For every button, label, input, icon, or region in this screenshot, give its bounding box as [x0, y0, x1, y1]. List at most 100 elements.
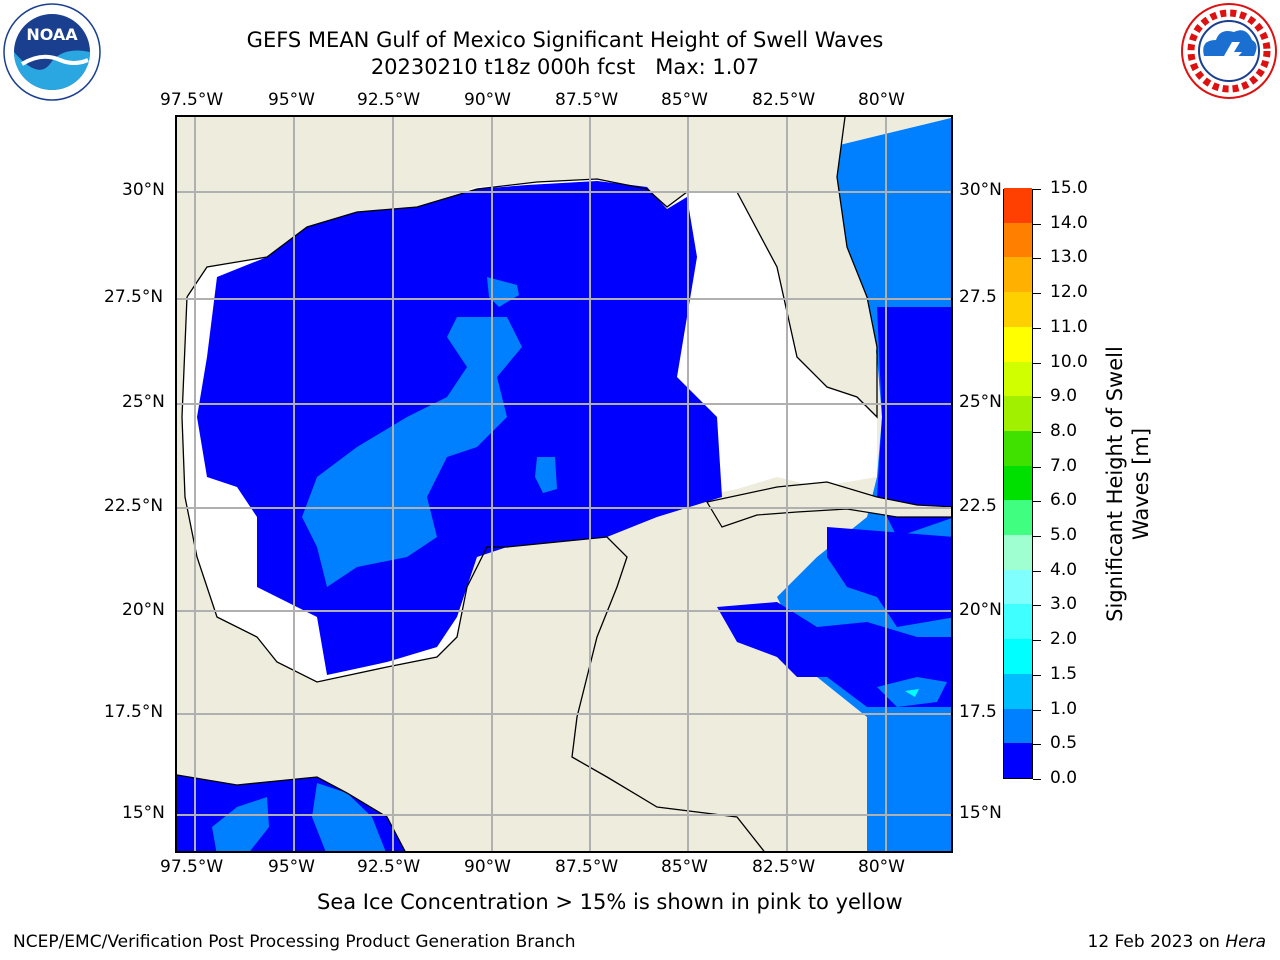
nws-logo: [1180, 2, 1278, 100]
lat-label-right: 30°N: [959, 180, 1002, 200]
colorbar-segment: [1004, 742, 1032, 778]
pacific-mid: [212, 797, 269, 851]
sea-ice-note: Sea Ice Concentration > 15% is shown in …: [317, 890, 903, 914]
colorbar-tick-label: 2.0: [1050, 629, 1078, 650]
colorbar-segment: [1004, 534, 1032, 570]
atlantic-deep-blue: [877, 307, 951, 537]
coastline-mexico: [181, 296, 765, 851]
colorbar-tick: [1033, 293, 1041, 295]
colorbar-segment: [1004, 326, 1032, 362]
colorbar-segment: [1004, 465, 1032, 501]
colorbar-tick-label: 14.0: [1050, 212, 1088, 233]
colorbar-segment: [1004, 569, 1032, 605]
caribbean-blue: [717, 602, 951, 707]
colorbar-tick: [1033, 223, 1041, 225]
lon-label-bottom: 85°W: [661, 857, 708, 877]
lat-label-right: 27.5: [959, 287, 997, 307]
lat-label-right: 17.5: [959, 702, 997, 722]
yucatan-land: [307, 537, 764, 851]
coastline-pacific: [177, 774, 406, 851]
lon-label-top: 80°W: [858, 90, 905, 110]
colorbar-tick: [1033, 327, 1041, 329]
lat-label-right: 15°N: [959, 803, 1002, 823]
caribbean-cyan: [905, 689, 919, 697]
lat-label-right: 25°N: [959, 392, 1002, 412]
lat-label-left: 20°N: [122, 600, 165, 620]
colorbar-tick: [1033, 431, 1041, 433]
noaa-logo: NOAA: [2, 2, 102, 102]
colorbar-segment: [1004, 187, 1032, 223]
lat-label-right: 22.5: [959, 496, 997, 516]
colorbar-tick-label: 10.0: [1050, 351, 1088, 372]
chart-title: GEFS MEAN Gulf of Mexico Significant Hei…: [246, 28, 884, 52]
colorbar-tick: [1033, 779, 1041, 780]
lon-label-bottom: 97.5°W: [160, 857, 224, 877]
lon-label-bottom: 92.5°W: [357, 857, 421, 877]
colorbar-tick-label: 6.0: [1050, 490, 1078, 511]
colorbar-segment: [1004, 673, 1032, 709]
colorbar-tick-label: 0.0: [1050, 768, 1078, 788]
colorbar: [1003, 187, 1033, 779]
footer-credit: NCEP/EMC/Verification Post Processing Pr…: [13, 932, 576, 952]
colorbar-tick: [1033, 570, 1041, 572]
colorbar-tick: [1033, 189, 1041, 190]
colorbar-tick-label: 3.0: [1050, 594, 1078, 615]
colorbar-tick: [1033, 605, 1041, 607]
lon-label-top: 97.5°W: [160, 90, 224, 110]
colorbar-tick: [1033, 536, 1041, 538]
colorbar-segment: [1004, 361, 1032, 397]
colorbar-segment: [1004, 430, 1032, 466]
footer-machine: Hera: [1225, 932, 1266, 952]
lon-label-bottom: 90°W: [464, 857, 511, 877]
colorbar-segment: [1004, 603, 1032, 640]
gulf-swell-mid: [302, 317, 522, 587]
colorbar-segment: [1004, 395, 1032, 431]
lon-label-top: 82.5°W: [752, 90, 816, 110]
lat-label-left: 17.5°N: [104, 702, 164, 722]
colorbar-tick-label: 5.0: [1050, 525, 1078, 546]
footer-date: 12 Feb 2023 on Hera: [1088, 932, 1266, 952]
lon-label-bottom: 80°W: [858, 857, 905, 877]
florida-land: [667, 117, 951, 387]
colorbar-tick-label: 8.0: [1050, 420, 1078, 441]
lat-label-left: 27.5°N: [104, 287, 164, 307]
lon-label-top: 87.5°W: [555, 90, 619, 110]
colorbar-tick-label: 11.0: [1050, 316, 1088, 337]
colorbar-tick: [1033, 674, 1041, 676]
graticule: [177, 117, 951, 851]
lon-label-bottom: 87.5°W: [555, 857, 619, 877]
lon-label-bottom: 82.5°W: [752, 857, 816, 877]
gulf-swell-mid-patch: [535, 457, 557, 493]
caribbean-blue: [827, 527, 951, 627]
colorbar-tick-label: 1.5: [1050, 663, 1078, 684]
colorbar-tick: [1033, 501, 1041, 503]
colorbar-tick: [1033, 640, 1041, 642]
colorbar-tick: [1033, 466, 1041, 468]
colorbar-title: Significant Height of Swell Waves [m]: [1103, 346, 1153, 622]
colorbar-tick-label: 15.0: [1050, 178, 1088, 198]
colorbar-tick-label: 12.0: [1050, 282, 1088, 303]
map-panel: [175, 115, 953, 853]
colorbar-tick: [1033, 397, 1041, 399]
colorbar-segment: [1004, 256, 1032, 293]
colorbar-tick: [1033, 709, 1041, 711]
lon-label-bottom: 95°W: [268, 857, 315, 877]
lon-label-top: 95°W: [268, 90, 315, 110]
map-svg: [177, 117, 951, 851]
lon-label-top: 85°W: [661, 90, 708, 110]
colorbar-tick-label: 4.0: [1050, 559, 1078, 580]
colorbar-segment: [1004, 499, 1032, 536]
colorbar-segment: [1004, 638, 1032, 674]
colorbar-tick: [1033, 258, 1041, 260]
lat-label-left: 25°N: [122, 392, 165, 412]
colorbar-segment: [1004, 291, 1032, 327]
chart-subtitle: 20230210 t18z 000h fcst Max: 1.07: [370, 55, 760, 79]
colorbar-tick-label: 1.0: [1050, 698, 1078, 719]
colorbar-tick-label: 13.0: [1050, 247, 1088, 268]
colorbar-tick-label: 7.0: [1050, 455, 1078, 476]
lon-label-top: 92.5°W: [357, 90, 421, 110]
lon-label-top: 90°W: [464, 90, 511, 110]
footer-date-text: 12 Feb 2023 on: [1087, 932, 1226, 952]
lat-label-left: 15°N: [122, 803, 165, 823]
colorbar-tick: [1033, 362, 1041, 364]
